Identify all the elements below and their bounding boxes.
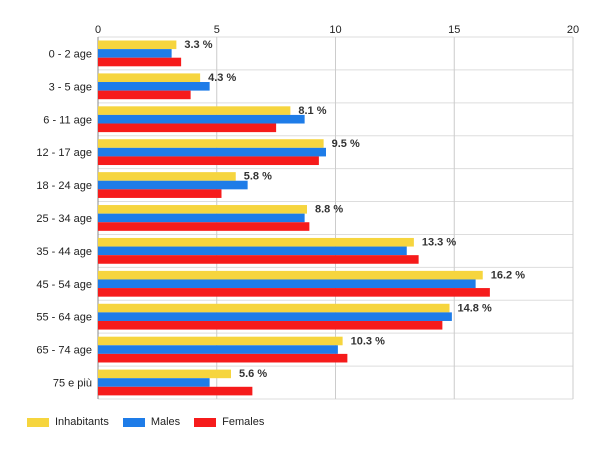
x-tick-label: 10	[329, 24, 341, 36]
bar-males	[98, 246, 407, 256]
bar-females	[98, 57, 182, 67]
bar-inhabitants	[98, 172, 236, 181]
x-tick-label: 5	[214, 24, 220, 36]
bar-inhabitants	[98, 369, 231, 379]
data-label: 3.3 %	[184, 39, 212, 51]
bar-inhabitants	[98, 139, 324, 148]
data-label: 13.3 %	[422, 237, 456, 249]
bar-males	[98, 180, 248, 190]
legend-label-inhabitants: Inhabitants	[55, 416, 109, 428]
bar-males	[98, 345, 338, 354]
category-label: 25 - 34 age	[36, 213, 92, 225]
data-label: 5.8 %	[244, 171, 272, 183]
bar-females	[98, 123, 277, 133]
legend-swatch-inhabitants	[27, 417, 49, 427]
data-label: 14.8 %	[458, 302, 492, 314]
bar-females	[98, 320, 443, 330]
bar-females	[98, 353, 348, 363]
bar-males	[98, 213, 305, 223]
bar-males	[98, 114, 305, 124]
category-label: 65 - 74 age	[36, 345, 92, 357]
bar-inhabitants	[98, 205, 307, 214]
category-label: 0 - 2 age	[49, 48, 92, 60]
bar-males	[98, 49, 172, 58]
category-label: 55 - 64 age	[36, 312, 92, 324]
data-label: 8.8 %	[315, 204, 343, 216]
bar-females	[98, 189, 222, 198]
bar-males	[98, 378, 210, 387]
bar-males	[98, 147, 326, 157]
legend: Inhabitants Males Females	[27, 416, 278, 428]
category-label: 3 - 5 age	[49, 81, 92, 93]
bar-females	[98, 386, 253, 396]
category-label: 12 - 17 age	[36, 147, 92, 159]
category-label: 35 - 44 age	[36, 246, 92, 258]
data-label: 5.6 %	[239, 368, 267, 380]
legend-item-males: Males	[122, 416, 181, 428]
bar-females	[98, 255, 419, 264]
bar-females	[98, 90, 191, 100]
bar-males	[98, 82, 210, 91]
bar-inhabitants	[98, 73, 201, 83]
bar-males	[98, 312, 452, 321]
bar-inhabitants	[98, 336, 343, 346]
category-label: 6 - 11 age	[43, 114, 92, 126]
category-label: 75 e più	[53, 378, 92, 390]
bar-females	[98, 222, 310, 231]
bar-females	[98, 156, 319, 166]
x-tick-label: 20	[567, 24, 579, 36]
data-label: 10.3 %	[351, 335, 385, 347]
legend-label-males: Males	[150, 416, 181, 428]
category-label: 45 - 54 age	[36, 279, 92, 291]
bar-inhabitants	[98, 270, 483, 280]
bar-inhabitants	[98, 303, 450, 313]
legend-swatch-females	[194, 417, 217, 427]
data-label: 4.3 %	[208, 72, 236, 84]
bar-inhabitants	[98, 40, 177, 50]
legend-item-inhabitants: Inhabitants	[27, 416, 109, 428]
category-label: 18 - 24 age	[36, 180, 92, 192]
data-label: 8.1 %	[298, 105, 326, 117]
data-label: 9.5 %	[332, 138, 360, 150]
legend-item-females: Females	[194, 416, 264, 428]
bar-females	[98, 288, 490, 297]
bar-males	[98, 279, 476, 289]
data-label: 16.2 %	[491, 269, 525, 281]
x-tick-label: 15	[448, 24, 460, 36]
legend-label-females: Females	[222, 416, 265, 428]
bar-inhabitants	[98, 237, 414, 247]
x-tick-label: 0	[95, 24, 101, 36]
legend-swatch-males	[122, 417, 145, 427]
bar-inhabitants	[98, 106, 291, 115]
